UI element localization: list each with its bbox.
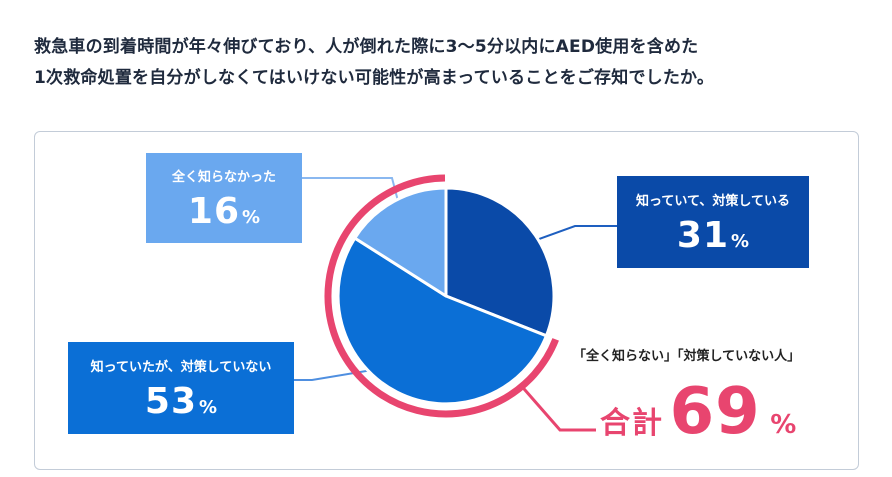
- pie-slice-2: [336, 236, 548, 406]
- total-unit: %: [770, 410, 797, 440]
- callout-knew-and-prepared: 知っていて、対策している 31%: [617, 176, 809, 268]
- callout-knew-not-prepared-label: 知っていたが、対策していない: [90, 360, 272, 375]
- callout-knew-not-prepared: 知っていたが、対策していない 53%: [68, 342, 294, 434]
- total-label: 合計: [600, 406, 664, 441]
- highlight-arc: [324, 174, 559, 418]
- callout-knew-and-prepared-value: 31%: [676, 215, 750, 256]
- pie-slice-1: [444, 186, 556, 338]
- callout-did-not-know: 全く知らなかった 16%: [146, 153, 302, 243]
- question-heading: 救急車の到着時間が年々伸びており、人が倒れた際に3〜5分以内にAED使用を含めた…: [34, 32, 874, 94]
- callout-knew-not-prepared-value: 53%: [144, 381, 218, 422]
- question-line-2: 1次救命処置を自分がしなくてはいけない可能性が高まっていることをご存知でしたか。: [34, 68, 715, 88]
- total-value: 69: [669, 375, 761, 449]
- total-highlight: 合計 69 %: [600, 380, 796, 444]
- pie-slices: [336, 186, 556, 406]
- callout-did-not-know-value: 16%: [187, 191, 261, 232]
- callout-knew-and-prepared-label: 知っていて、対策している: [636, 194, 790, 209]
- callout-did-not-know-label: 全く知らなかった: [171, 170, 276, 185]
- total-caption: 「全く知らない」「対策していない人」: [573, 349, 801, 364]
- pie-slice-3: [353, 186, 448, 298]
- connector-total: [520, 385, 596, 432]
- question-line-1: 救急車の到着時間が年々伸びており、人が倒れた際に3〜5分以内にAED使用を含めた: [34, 37, 699, 57]
